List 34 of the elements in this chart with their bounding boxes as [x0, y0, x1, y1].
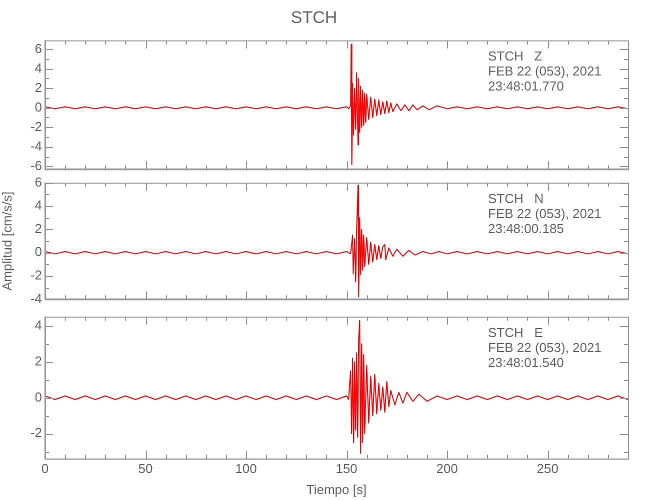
y-tick-label: 0	[34, 389, 42, 404]
y-tick-label: -4	[30, 290, 42, 306]
x-tick-label: 250	[536, 461, 558, 476]
annotation: 23:48:00.185	[488, 220, 564, 236]
x-tick-label: 200	[436, 461, 458, 476]
annotation: FEB 22 (053), 2021	[488, 340, 602, 355]
annotation: 23:48:01.770	[488, 78, 564, 94]
annotation: STCH E	[488, 324, 544, 340]
y-tick-label: -2	[30, 425, 42, 440]
y-tick-label: 4	[34, 317, 42, 332]
x-tick-label: 50	[138, 461, 153, 476]
y-tick-label: -4	[30, 138, 42, 154]
y-tick-label: 4	[34, 60, 42, 76]
annotation: 23:48:01.540	[488, 354, 564, 370]
y-tick-label: -2	[30, 268, 42, 282]
y-tick-label: 2	[34, 353, 42, 368]
y-tick-label: 0	[34, 244, 42, 260]
x-tick-label: 150	[336, 461, 358, 476]
annotation: FEB 22 (053), 2021	[488, 206, 602, 221]
chart-title: STCH	[290, 8, 338, 27]
y-tick-label: 6	[34, 174, 42, 190]
y-tick-label: 4	[34, 198, 42, 213]
y-tick-label: -2	[30, 118, 42, 134]
x-tick-label: 100	[235, 461, 257, 476]
y-tick-label: 6	[34, 40, 42, 56]
annotation: STCH Z	[488, 48, 542, 64]
y-tick-label: 2	[34, 80, 42, 95]
y-axis-title: Amplitud [cm/s/s]	[0, 192, 14, 290]
y-tick-label: -6	[30, 158, 42, 173]
annotation: STCH N	[488, 190, 544, 206]
y-tick-label: 2	[34, 220, 42, 236]
x-axis-title: Tiempo [s]	[306, 482, 367, 497]
y-tick-label: 0	[34, 99, 42, 114]
annotation: FEB 22 (053), 2021	[488, 63, 602, 78]
